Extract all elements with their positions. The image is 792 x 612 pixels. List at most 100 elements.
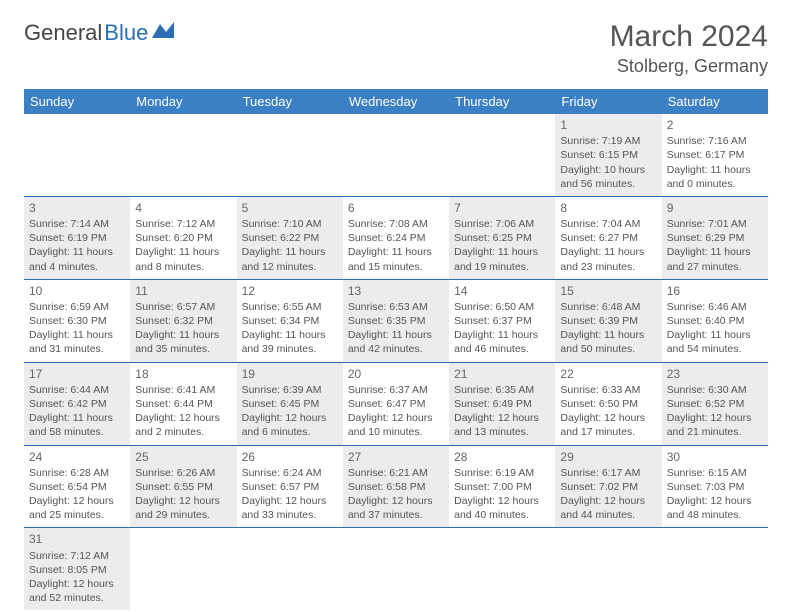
empty-cell	[343, 528, 449, 610]
daylight-text: Daylight: 12 hours and 40 minutes.	[454, 494, 550, 522]
sunset-text: Sunset: 6:15 PM	[560, 148, 656, 162]
sunrise-text: Sunrise: 7:08 AM	[348, 217, 444, 231]
day-cell: 5Sunrise: 7:10 AMSunset: 6:22 PMDaylight…	[237, 196, 343, 279]
calendar-body: 1Sunrise: 7:19 AMSunset: 6:15 PMDaylight…	[24, 114, 768, 610]
month-title: March 2024	[610, 20, 768, 54]
day-number: 12	[242, 283, 338, 299]
sunset-text: Sunset: 8:05 PM	[29, 563, 125, 577]
empty-cell	[449, 528, 555, 610]
daylight-text: Daylight: 11 hours and 4 minutes.	[29, 245, 125, 273]
sunrise-text: Sunrise: 6:30 AM	[667, 383, 763, 397]
daylight-text: Daylight: 11 hours and 27 minutes.	[667, 245, 763, 273]
day-cell: 8Sunrise: 7:04 AMSunset: 6:27 PMDaylight…	[555, 196, 661, 279]
daylight-text: Daylight: 11 hours and 39 minutes.	[242, 328, 338, 356]
daylight-text: Daylight: 12 hours and 21 minutes.	[667, 411, 763, 439]
day-cell: 16Sunrise: 6:46 AMSunset: 6:40 PMDayligh…	[662, 279, 768, 362]
daylight-text: Daylight: 11 hours and 46 minutes.	[454, 328, 550, 356]
sunset-text: Sunset: 6:54 PM	[29, 480, 125, 494]
sunset-text: Sunset: 6:40 PM	[667, 314, 763, 328]
day-number: 25	[135, 449, 231, 465]
day-number: 3	[29, 200, 125, 216]
sunset-text: Sunset: 6:17 PM	[667, 148, 763, 162]
daylight-text: Daylight: 11 hours and 19 minutes.	[454, 245, 550, 273]
sunset-text: Sunset: 6:35 PM	[348, 314, 444, 328]
day-number: 17	[29, 366, 125, 382]
day-number: 22	[560, 366, 656, 382]
sunset-text: Sunset: 6:52 PM	[667, 397, 763, 411]
sunset-text: Sunset: 6:37 PM	[454, 314, 550, 328]
daylight-text: Daylight: 10 hours and 56 minutes.	[560, 163, 656, 191]
day-cell: 15Sunrise: 6:48 AMSunset: 6:39 PMDayligh…	[555, 279, 661, 362]
sunset-text: Sunset: 6:49 PM	[454, 397, 550, 411]
day-cell: 26Sunrise: 6:24 AMSunset: 6:57 PMDayligh…	[237, 445, 343, 528]
day-number: 5	[242, 200, 338, 216]
day-number: 21	[454, 366, 550, 382]
daylight-text: Daylight: 12 hours and 2 minutes.	[135, 411, 231, 439]
day-number: 8	[560, 200, 656, 216]
sunset-text: Sunset: 6:55 PM	[135, 480, 231, 494]
daylight-text: Daylight: 11 hours and 54 minutes.	[667, 328, 763, 356]
daylight-text: Daylight: 11 hours and 8 minutes.	[135, 245, 231, 273]
daylight-text: Daylight: 12 hours and 17 minutes.	[560, 411, 656, 439]
sunset-text: Sunset: 7:03 PM	[667, 480, 763, 494]
sunrise-text: Sunrise: 7:16 AM	[667, 134, 763, 148]
daylight-text: Daylight: 11 hours and 50 minutes.	[560, 328, 656, 356]
day-cell: 4Sunrise: 7:12 AMSunset: 6:20 PMDaylight…	[130, 196, 236, 279]
day-header: Friday	[555, 89, 661, 114]
sunset-text: Sunset: 6:32 PM	[135, 314, 231, 328]
day-cell: 2Sunrise: 7:16 AMSunset: 6:17 PMDaylight…	[662, 114, 768, 196]
day-cell: 12Sunrise: 6:55 AMSunset: 6:34 PMDayligh…	[237, 279, 343, 362]
day-number: 26	[242, 449, 338, 465]
day-cell: 19Sunrise: 6:39 AMSunset: 6:45 PMDayligh…	[237, 362, 343, 445]
logo-text-general: General	[24, 20, 102, 46]
daylight-text: Daylight: 12 hours and 33 minutes.	[242, 494, 338, 522]
sunset-text: Sunset: 6:44 PM	[135, 397, 231, 411]
daylight-text: Daylight: 11 hours and 58 minutes.	[29, 411, 125, 439]
sunrise-text: Sunrise: 6:44 AM	[29, 383, 125, 397]
sunrise-text: Sunrise: 6:59 AM	[29, 300, 125, 314]
empty-cell	[237, 114, 343, 196]
day-number: 20	[348, 366, 444, 382]
sunrise-text: Sunrise: 6:33 AM	[560, 383, 656, 397]
day-number: 31	[29, 531, 125, 547]
sunset-text: Sunset: 6:34 PM	[242, 314, 338, 328]
calendar-row: 31Sunrise: 7:12 AMSunset: 8:05 PMDayligh…	[24, 528, 768, 610]
day-header: Wednesday	[343, 89, 449, 114]
day-cell: 30Sunrise: 6:15 AMSunset: 7:03 PMDayligh…	[662, 445, 768, 528]
day-cell: 14Sunrise: 6:50 AMSunset: 6:37 PMDayligh…	[449, 279, 555, 362]
sunrise-text: Sunrise: 6:55 AM	[242, 300, 338, 314]
day-header: Thursday	[449, 89, 555, 114]
empty-cell	[343, 114, 449, 196]
empty-cell	[24, 114, 130, 196]
empty-cell	[662, 528, 768, 610]
daylight-text: Daylight: 11 hours and 35 minutes.	[135, 328, 231, 356]
flag-icon	[152, 22, 174, 38]
daylight-text: Daylight: 11 hours and 31 minutes.	[29, 328, 125, 356]
day-cell: 21Sunrise: 6:35 AMSunset: 6:49 PMDayligh…	[449, 362, 555, 445]
day-header: Saturday	[662, 89, 768, 114]
sunrise-text: Sunrise: 7:01 AM	[667, 217, 763, 231]
day-number: 14	[454, 283, 550, 299]
day-cell: 11Sunrise: 6:57 AMSunset: 6:32 PMDayligh…	[130, 279, 236, 362]
day-header: Sunday	[24, 89, 130, 114]
sunset-text: Sunset: 6:47 PM	[348, 397, 444, 411]
day-cell: 31Sunrise: 7:12 AMSunset: 8:05 PMDayligh…	[24, 528, 130, 610]
daylight-text: Daylight: 12 hours and 29 minutes.	[135, 494, 231, 522]
location-label: Stolberg, Germany	[610, 56, 768, 77]
daylight-text: Daylight: 12 hours and 10 minutes.	[348, 411, 444, 439]
day-number: 23	[667, 366, 763, 382]
calendar-row: 24Sunrise: 6:28 AMSunset: 6:54 PMDayligh…	[24, 445, 768, 528]
day-number: 11	[135, 283, 231, 299]
daylight-text: Daylight: 12 hours and 37 minutes.	[348, 494, 444, 522]
day-number: 19	[242, 366, 338, 382]
sunrise-text: Sunrise: 6:53 AM	[348, 300, 444, 314]
daylight-text: Daylight: 11 hours and 23 minutes.	[560, 245, 656, 273]
calendar-row: 3Sunrise: 7:14 AMSunset: 6:19 PMDaylight…	[24, 196, 768, 279]
sunrise-text: Sunrise: 6:37 AM	[348, 383, 444, 397]
sunrise-text: Sunrise: 6:21 AM	[348, 466, 444, 480]
daylight-text: Daylight: 11 hours and 12 minutes.	[242, 245, 338, 273]
sunrise-text: Sunrise: 6:39 AM	[242, 383, 338, 397]
sunset-text: Sunset: 6:57 PM	[242, 480, 338, 494]
daylight-text: Daylight: 12 hours and 52 minutes.	[29, 577, 125, 605]
logo: GeneralBlue	[24, 20, 174, 46]
